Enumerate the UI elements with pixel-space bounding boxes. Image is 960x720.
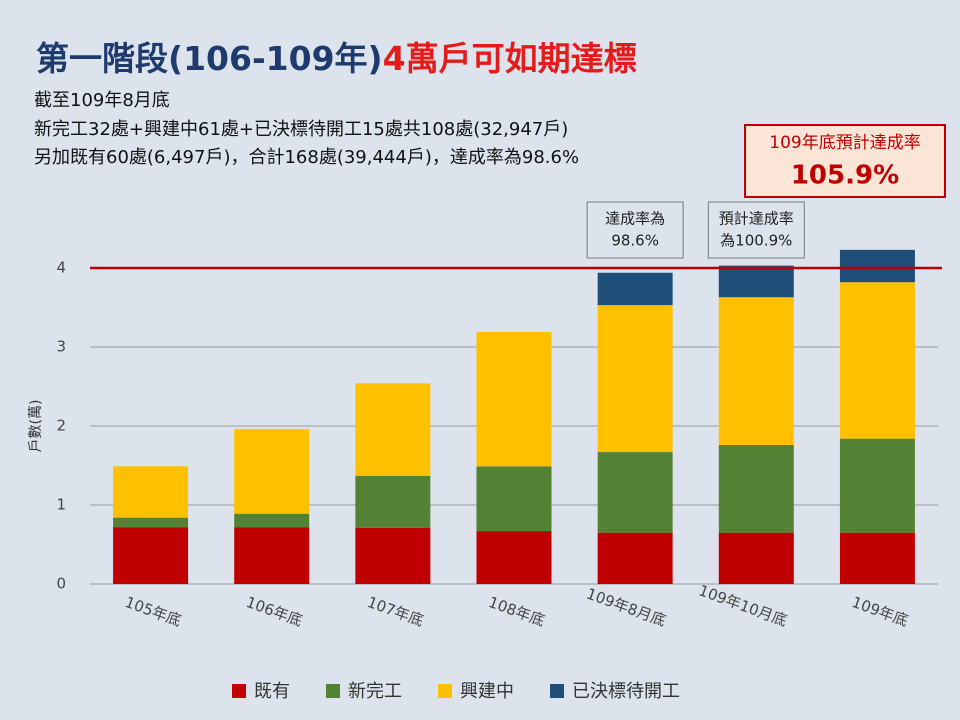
bar-segment <box>839 438 915 533</box>
bar-segment <box>597 532 673 584</box>
callout-text: 達成率為 <box>605 210 665 228</box>
y-tick-label: 4 <box>56 259 66 277</box>
callout-box <box>707 201 805 259</box>
callout-text: 98.6% <box>611 232 659 250</box>
y-tick-label: 0 <box>56 575 66 593</box>
bar-segment <box>597 272 673 306</box>
title: 第一階段(106-109年)4萬戶可如期達標 <box>36 39 637 78</box>
bar-segment <box>355 527 431 584</box>
callout-box <box>586 201 684 259</box>
bar-segment <box>597 452 673 533</box>
bar-segment <box>234 513 310 528</box>
title-part: 第一階段(106-109年) <box>36 39 383 78</box>
legend-swatch <box>232 684 246 698</box>
bar-segment <box>476 331 552 467</box>
bar-segment <box>113 527 189 584</box>
subtitle: 另加既有60處(6,497戶)，合計168處(39,444戶)，達成率為98.6… <box>34 147 579 168</box>
bar-segment <box>597 305 673 453</box>
bar-segment <box>718 532 794 584</box>
highlight-box <box>744 124 946 198</box>
legend-label: 既有 <box>254 681 290 702</box>
bar-segment <box>718 297 794 445</box>
highlight-label: 109年底預計達成率 <box>769 133 920 153</box>
bar-segment <box>476 466 552 532</box>
legend-label: 新完工 <box>348 681 402 702</box>
subtitle: 截至109年8月底 <box>34 90 170 111</box>
bar-segment <box>234 527 310 584</box>
bar-segment <box>718 265 794 298</box>
y-axis-label: 戶數(萬) <box>28 400 44 453</box>
bar-segment <box>355 475 431 528</box>
y-tick-label: 2 <box>56 417 66 435</box>
legend-swatch <box>550 684 564 698</box>
bar-segment <box>234 429 310 514</box>
bar-segment <box>839 249 915 283</box>
y-tick-label: 3 <box>56 338 66 356</box>
bar-segment <box>476 531 552 584</box>
subtitle: 新完工32處+興建中61處+已決標待開工15處共108處(32,947戶) <box>34 119 568 140</box>
bar-segment <box>113 466 189 518</box>
legend-swatch <box>438 684 452 698</box>
callout-text: 預計達成率 <box>719 210 794 228</box>
y-tick-label: 1 <box>56 496 66 514</box>
bar-segment <box>113 517 189 528</box>
legend-label: 已決標待開工 <box>572 681 680 702</box>
legend-label: 興建中 <box>460 681 514 702</box>
bar-segment <box>839 532 915 584</box>
callout-text: 為100.9% <box>720 232 792 250</box>
highlight-value: 105.9% <box>791 161 899 191</box>
title-part: 4萬戶可如期達標 <box>383 39 637 78</box>
bar-segment <box>839 282 915 439</box>
legend-swatch <box>326 684 340 698</box>
bar-segment <box>718 444 794 533</box>
bar-segment <box>355 383 431 476</box>
